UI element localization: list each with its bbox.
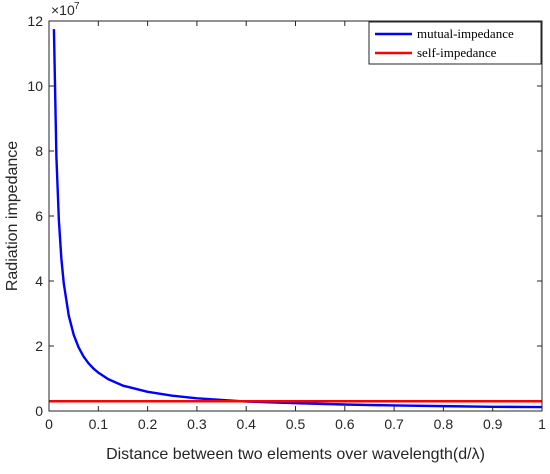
- x-tick-label: 0.2: [138, 416, 158, 432]
- y-tick-label: 10: [27, 78, 43, 94]
- legend: mutual-impedance self-impedance: [368, 21, 542, 65]
- x-tick-label: 0.9: [483, 416, 503, 432]
- plot-background: [49, 21, 542, 411]
- y-exponent-base: ×10: [51, 2, 75, 18]
- legend-label-mutual-impedance: mutual-impedance: [417, 26, 514, 41]
- y-tick-label: 0: [35, 403, 43, 419]
- x-tick-label: 0.6: [335, 416, 355, 432]
- x-tick-label: 0.4: [236, 416, 256, 432]
- y-axis-title: Radiation impedance: [4, 141, 21, 291]
- y-tick-label: 4: [35, 273, 43, 289]
- x-tick-label: 0.8: [434, 416, 454, 432]
- y-tick-label: 12: [27, 13, 43, 29]
- x-tick-label: 0.7: [384, 416, 404, 432]
- y-exponent-label: ×10 7: [51, 1, 80, 18]
- x-tick-label: 0.5: [286, 416, 306, 432]
- x-axis-title: Distance between two elements over wavel…: [106, 446, 485, 463]
- legend-label-self-impedance: self-impedance: [417, 45, 497, 60]
- plot-area: [49, 21, 542, 411]
- y-exponent-power: 7: [74, 1, 80, 12]
- y-tick-label: 6: [35, 208, 43, 224]
- series-line-mutual-impedance: [52, 29, 543, 409]
- legend-box: [368, 21, 542, 65]
- y-tick-label: 8: [35, 143, 43, 159]
- x-tick-label: 0: [45, 416, 53, 432]
- series-layer: [49, 29, 543, 409]
- y-tick-label: 2: [35, 338, 43, 354]
- x-tick-label: 0.3: [187, 416, 207, 432]
- x-tick-label: 1: [538, 416, 546, 432]
- x-tick-label: 0.1: [89, 416, 109, 432]
